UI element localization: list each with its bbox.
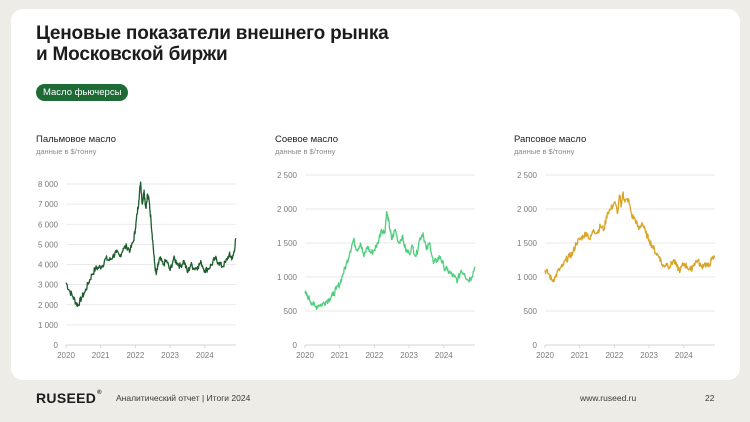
logo-mark: ® [97, 390, 102, 396]
y-tick-label: 500 [524, 307, 538, 316]
x-tick-label: 2024 [196, 351, 214, 360]
y-tick-label: 1 500 [277, 239, 298, 248]
y-tick-label: 0 [293, 341, 298, 350]
series-line [304, 210, 476, 310]
site-url[interactable]: www.ruseed.ru [580, 393, 637, 403]
report-label: Аналитический отчет | Итоги 2024 [116, 393, 251, 403]
chart-title-rapeseed: Рапсовое масло [514, 134, 587, 145]
ruseed-logo: RUSEED® [36, 390, 102, 406]
y-tick-label: 1 000 [277, 273, 298, 282]
y-tick-label: 4 000 [38, 261, 59, 270]
series-line [544, 191, 716, 283]
y-tick-label: 1 000 [517, 273, 538, 282]
chart-2: 0 500 1 000 1 500 2 000 2 500 2020 2021 2022 2023… [517, 171, 716, 360]
y-tick-label: 2 000 [277, 205, 298, 214]
series-line [65, 181, 237, 308]
chart-1: 0 500 1 000 1 500 2 000 2 500 2020 2021 2022 2023… [277, 171, 476, 360]
x-tick-label: 2024 [435, 351, 453, 360]
category-tag[interactable]: Масло фьючерсы [36, 84, 129, 101]
page-number: 22 [705, 393, 715, 403]
y-tick-label: 2 000 [38, 301, 59, 310]
x-tick-label: 2021 [92, 351, 110, 360]
y-tick-label: 1 500 [517, 239, 538, 248]
y-tick-label: 5 000 [38, 240, 59, 249]
y-tick-label: 0 [54, 341, 59, 350]
y-tick-label: 8 000 [38, 180, 59, 189]
x-tick-label: 2022 [126, 351, 144, 360]
x-tick-label: 2023 [640, 351, 658, 360]
logo-text: RUSEED [36, 390, 97, 406]
slide-card [11, 9, 740, 380]
x-tick-label: 2020 [296, 351, 314, 360]
chart-subtitle-rapeseed: данные в $/тонну [514, 147, 575, 156]
y-tick-label: 2 500 [517, 171, 538, 180]
y-tick-label: 500 [284, 307, 298, 316]
x-tick-label: 2022 [605, 351, 623, 360]
y-tick-label: 2 000 [517, 205, 538, 214]
x-tick-label: 2021 [571, 351, 589, 360]
chart-0: 0 1 000 2 000 3 000 4 000 5 000 6 000 7 000 8 00… [38, 180, 237, 360]
y-tick-label: 7 000 [38, 200, 59, 209]
x-tick-label: 2024 [675, 351, 693, 360]
x-tick-label: 2022 [365, 351, 383, 360]
y-tick-label: 6 000 [38, 220, 59, 229]
page-title: Ценовые показатели внешнего рынка и Моск… [36, 23, 389, 65]
y-tick-label: 2 500 [277, 171, 298, 180]
x-tick-label: 2020 [536, 351, 554, 360]
chart-subtitle-palm: данные в $/тонну [36, 147, 97, 156]
x-tick-label: 2021 [331, 351, 349, 360]
chart-title-soy: Соевое масло [275, 134, 339, 145]
x-tick-label: 2023 [161, 351, 179, 360]
chart-subtitle-soy: данные в $/тонну [275, 147, 336, 156]
y-tick-label: 1 000 [38, 321, 59, 330]
y-tick-label: 0 [533, 341, 538, 350]
chart-title-palm: Пальмовое масло [36, 134, 117, 145]
x-tick-label: 2023 [400, 351, 418, 360]
y-tick-label: 3 000 [38, 281, 59, 290]
x-tick-label: 2020 [57, 351, 75, 360]
